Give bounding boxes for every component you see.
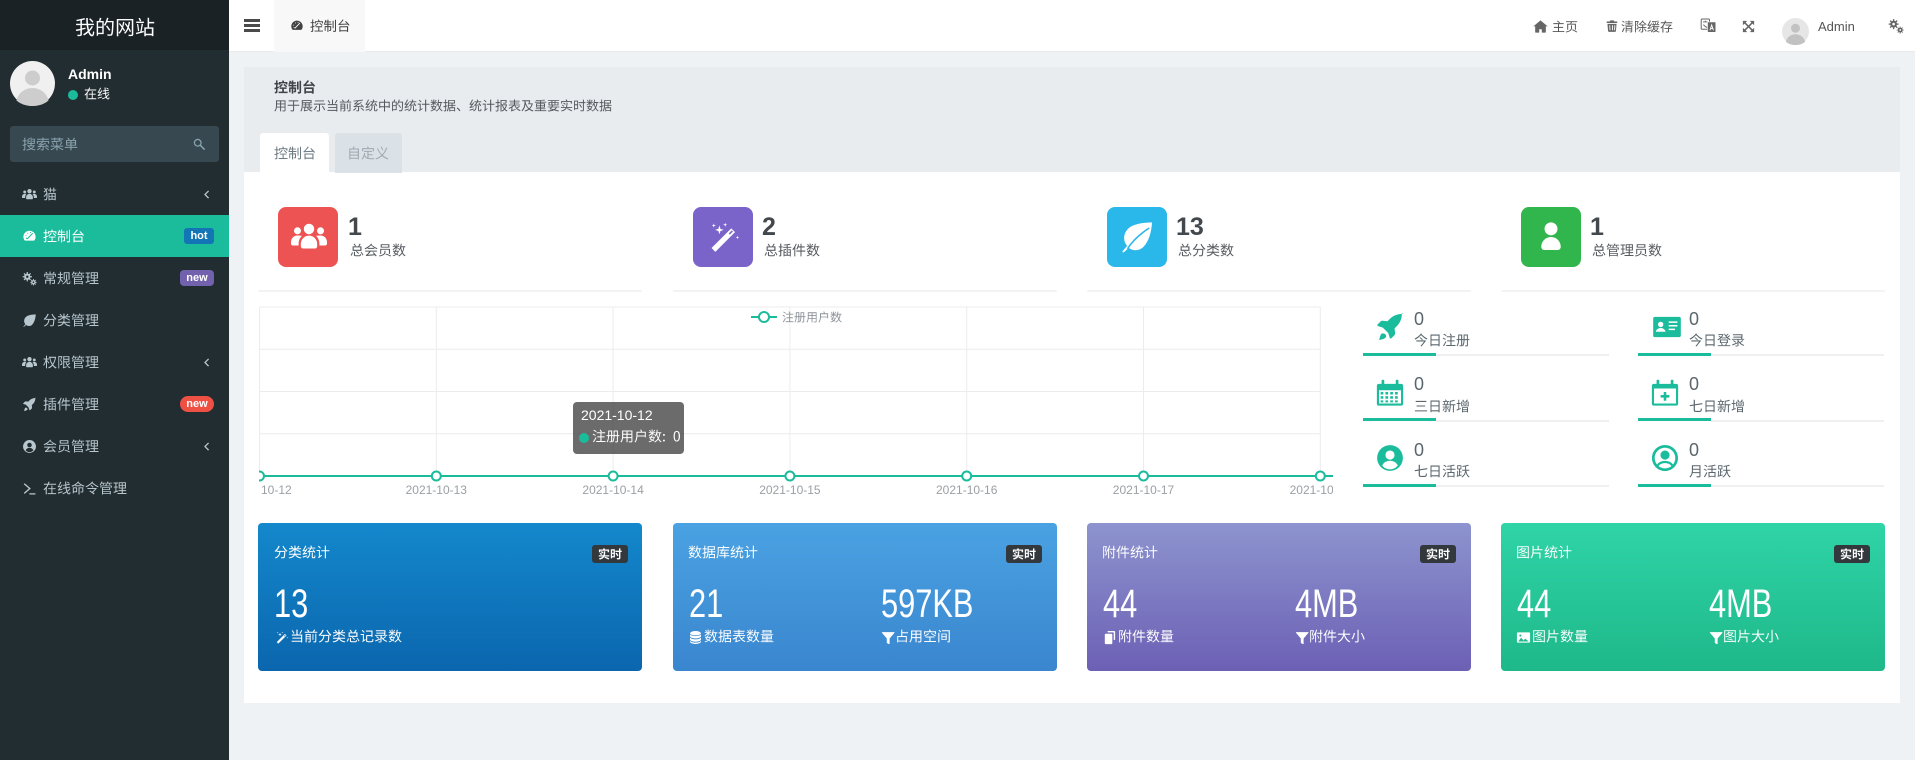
svg-text:2021-10-14: 2021-10-14 [582, 483, 644, 497]
svg-text:10-12: 10-12 [261, 483, 292, 497]
svg-text:2021-10-17: 2021-10-17 [1113, 483, 1175, 497]
svg-text:2021-10-15: 2021-10-15 [759, 483, 821, 497]
svg-text:2021-10-16: 2021-10-16 [936, 483, 998, 497]
svg-text:2021-10-18: 2021-10-18 [1290, 483, 1333, 497]
svg-text:2021-10-13: 2021-10-13 [406, 483, 468, 497]
